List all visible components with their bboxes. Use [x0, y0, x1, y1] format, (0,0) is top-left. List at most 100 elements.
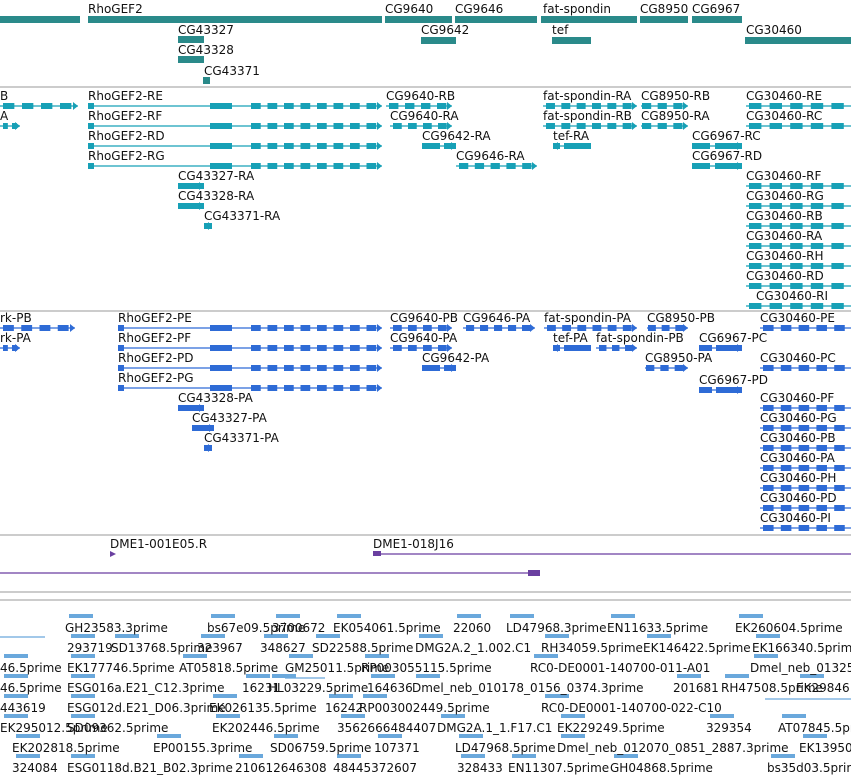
transcript-cg30460-4[interactable] [746, 223, 851, 229]
est-feature[interactable] [329, 694, 353, 698]
protein-cg30460-pc[interactable] [760, 365, 851, 371]
est-feature[interactable] [614, 754, 638, 758]
protein-cg30460-4[interactable] [760, 485, 851, 491]
transcript-tef-ra[interactable] [553, 142, 591, 150]
est-feature[interactable] [246, 674, 270, 678]
protein-cg9646-pa[interactable] [463, 324, 535, 332]
protein-cg43327-pa[interactable] [192, 424, 214, 432]
transcript-cg30460-1[interactable] [746, 123, 851, 129]
est-feature[interactable] [115, 634, 139, 638]
transcript-cg30460-7[interactable] [746, 283, 851, 289]
est-feature[interactable] [71, 654, 95, 658]
est-feature[interactable] [274, 734, 298, 738]
est-feature[interactable] [441, 714, 465, 718]
transcript-cg9640-rb[interactable] [386, 102, 452, 110]
transcript-cg30460-6[interactable] [746, 263, 851, 269]
est-feature[interactable] [4, 654, 28, 658]
protein-cg30460-0[interactable] [760, 405, 851, 411]
transcript-cg9646-ra[interactable] [456, 162, 537, 170]
est-feature[interactable] [4, 694, 28, 698]
gene-bar-cg9646[interactable] [455, 16, 537, 23]
protein-cg30460-pe[interactable] [760, 325, 851, 331]
protein-rhogef2-3[interactable] [118, 384, 382, 392]
est-feature[interactable] [534, 654, 558, 658]
clone-marker-dme1-001e05[interactable] [110, 551, 116, 557]
gene-bar-cg43328[interactable] [178, 56, 204, 63]
protein-rhogef2-0[interactable] [118, 324, 382, 332]
transcript-cg30460-5[interactable] [746, 243, 851, 249]
est-feature[interactable] [771, 754, 795, 758]
est-feature[interactable] [211, 614, 235, 618]
est-feature[interactable] [71, 634, 95, 638]
est-feature[interactable] [365, 654, 389, 658]
est-feature[interactable] [545, 634, 569, 638]
est-feature[interactable] [611, 614, 635, 618]
est-feature[interactable] [457, 614, 481, 618]
est-feature[interactable] [341, 714, 365, 718]
transcript-rhogef2-1[interactable] [88, 122, 382, 130]
protein-cg43328-pa[interactable] [178, 404, 204, 412]
est-feature[interactable] [363, 694, 387, 698]
est-feature[interactable] [264, 634, 288, 638]
est-feature[interactable] [512, 754, 536, 758]
transcript-cg43327-ra[interactable] [178, 182, 204, 190]
gene-bar-cg43327[interactable] [178, 36, 204, 43]
protein-rk-pa[interactable] [0, 344, 20, 352]
gene-bar-cg9642[interactable] [421, 37, 456, 44]
transcript-cg9640-ra[interactable] [390, 122, 452, 130]
est-feature[interactable] [461, 754, 485, 758]
est-feature[interactable] [459, 734, 483, 738]
est-feature[interactable] [16, 754, 40, 758]
est-feature[interactable] [16, 734, 40, 738]
transcript-fat-spondin-rb[interactable] [543, 122, 637, 130]
est-feature[interactable] [647, 634, 671, 638]
est-feature[interactable] [561, 734, 585, 738]
est-feature[interactable] [69, 614, 93, 618]
est-feature[interactable] [754, 654, 778, 658]
est-feature[interactable] [289, 654, 313, 658]
est-feature[interactable] [4, 714, 28, 718]
est-feature[interactable] [213, 694, 237, 698]
transcript-cg30460-0[interactable] [746, 103, 851, 109]
transcript-cg30460-3[interactable] [746, 203, 851, 209]
gene-bar-rhogef2[interactable] [88, 16, 382, 23]
protein-cg30460-6[interactable] [760, 525, 851, 531]
est-feature[interactable] [677, 674, 701, 678]
transcript-fat-spondin-ra[interactable] [543, 102, 637, 110]
gene-bar-tef[interactable] [552, 37, 591, 44]
transcript-a[interactable] [0, 122, 20, 130]
protein-cg43371-pa[interactable] [204, 444, 212, 452]
transcript-cg30460-8[interactable] [746, 303, 851, 309]
transcript-cg8950-rb[interactable] [641, 102, 688, 110]
protein-fat-spondin-pb[interactable] [596, 344, 637, 352]
gene-bar-cg9640[interactable] [385, 16, 452, 23]
est-feature[interactable] [276, 614, 300, 618]
transcript-cg6967-rd[interactable] [692, 162, 742, 170]
est-feature[interactable] [337, 614, 361, 618]
est-feature[interactable] [561, 714, 585, 718]
est-feature[interactable] [803, 734, 827, 738]
est-feature[interactable] [71, 754, 95, 758]
est-feature[interactable] [316, 634, 340, 638]
est-feature[interactable] [756, 634, 780, 638]
est-feature[interactable] [545, 694, 569, 698]
est-feature[interactable] [4, 674, 28, 678]
est-feature[interactable] [800, 674, 824, 678]
est-feature[interactable] [510, 614, 534, 618]
protein-cg30460-5[interactable] [760, 505, 851, 511]
gene-bar-cg30460[interactable] [745, 37, 851, 44]
est-feature[interactable] [71, 694, 95, 698]
transcript-cg6967-rc[interactable] [692, 142, 742, 150]
protein-tef-pa[interactable] [553, 344, 591, 352]
gene-bar-cg6967[interactable] [692, 16, 742, 23]
transcript-cg9642-ra[interactable] [422, 142, 456, 150]
protein-fat-spondin-pa[interactable] [544, 324, 637, 332]
protein-rk-pb[interactable] [0, 324, 75, 332]
est-feature[interactable] [337, 754, 361, 758]
protein-cg9642-pa[interactable] [422, 364, 456, 372]
protein-cg8950-pb[interactable] [647, 324, 688, 332]
gene-bar-cg8950[interactable] [640, 16, 688, 23]
est-feature[interactable] [710, 714, 734, 718]
protein-cg9640-pa[interactable] [390, 344, 452, 352]
